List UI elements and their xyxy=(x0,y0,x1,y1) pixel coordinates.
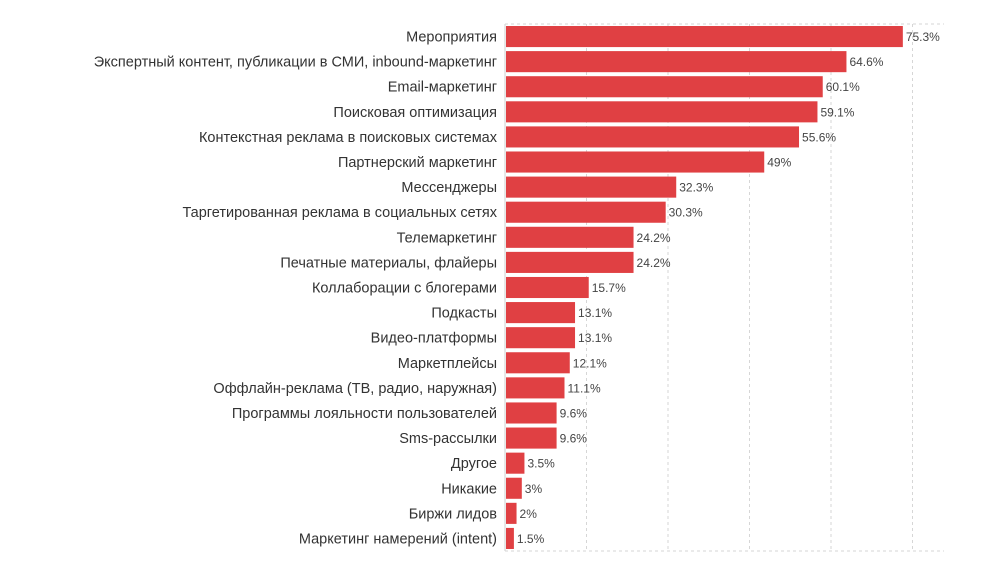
bar xyxy=(506,477,522,499)
bar xyxy=(506,176,677,198)
category-label: Мессенджеры xyxy=(401,180,497,196)
category-label: Партнерский маркетинг xyxy=(338,155,497,171)
data-label: 13.1% xyxy=(578,306,612,320)
category-label: Телемаркетинг xyxy=(397,230,497,246)
category-label: Биржи лидов xyxy=(409,506,498,522)
bar xyxy=(506,251,634,273)
bar xyxy=(506,402,557,424)
data-label: 60.1% xyxy=(826,80,860,94)
bar xyxy=(506,101,818,123)
bar xyxy=(506,151,765,173)
data-label: 11.1% xyxy=(567,381,600,395)
category-label: Маркетплейсы xyxy=(398,356,497,372)
data-label: 13.1% xyxy=(578,331,612,345)
category-label: Коллаборации с блогерами xyxy=(312,281,497,297)
data-label: 55.6% xyxy=(802,130,836,144)
bar xyxy=(506,276,589,299)
bar xyxy=(506,51,847,73)
category-label: Экспертный контент, публикации в СМИ, in… xyxy=(94,55,497,71)
category-label: Видео-платформы xyxy=(371,331,497,347)
data-label: 75.3% xyxy=(906,30,940,44)
bar xyxy=(506,302,576,324)
category-label: Таргетированная реклама в социальных сет… xyxy=(182,205,497,221)
bar xyxy=(506,26,903,48)
category-label: Контекстная реклама в поисковых системах xyxy=(199,130,498,146)
bar xyxy=(506,126,800,148)
data-label: 3.5% xyxy=(527,457,555,471)
bar xyxy=(506,201,666,223)
category-label: Программы лояльности пользователей xyxy=(232,406,497,422)
data-label: 3% xyxy=(525,482,543,496)
category-label: Оффлайн-реклама (ТВ, радио, наружная) xyxy=(213,381,497,397)
bar xyxy=(506,427,557,449)
data-label: 1.5% xyxy=(517,532,545,546)
bar xyxy=(506,502,517,524)
category-label: Другое xyxy=(451,456,497,472)
category-label: Никакие xyxy=(441,481,497,497)
data-label: 9.6% xyxy=(560,432,588,446)
category-label: Sms-рассылки xyxy=(399,431,497,447)
data-label: 2% xyxy=(520,507,538,521)
data-label: 59.1% xyxy=(820,105,854,119)
data-label: 24.2% xyxy=(637,256,671,270)
bar xyxy=(506,327,576,349)
category-label: Поисковая оптимизация xyxy=(333,105,497,121)
bar xyxy=(506,527,514,549)
bar xyxy=(506,226,634,248)
data-label: 49% xyxy=(767,156,791,170)
category-label: Маркетинг намерений (intent) xyxy=(299,531,497,547)
bar xyxy=(506,76,823,98)
data-label: 30.3% xyxy=(669,206,703,220)
bar xyxy=(506,352,570,374)
bar xyxy=(506,452,525,474)
category-label: Подкасты xyxy=(431,306,497,322)
data-label: 15.7% xyxy=(592,281,626,295)
data-label: 32.3% xyxy=(679,181,713,195)
category-label: Email-маркетинг xyxy=(388,80,497,96)
data-label: 9.6% xyxy=(560,406,588,420)
data-label: 24.2% xyxy=(637,231,671,245)
data-label: 12.1% xyxy=(573,356,607,370)
category-label: Мероприятия xyxy=(406,30,497,46)
category-label: Печатные материалы, флайеры xyxy=(280,255,497,271)
data-label: 64.6% xyxy=(849,55,883,69)
bar xyxy=(506,377,565,399)
